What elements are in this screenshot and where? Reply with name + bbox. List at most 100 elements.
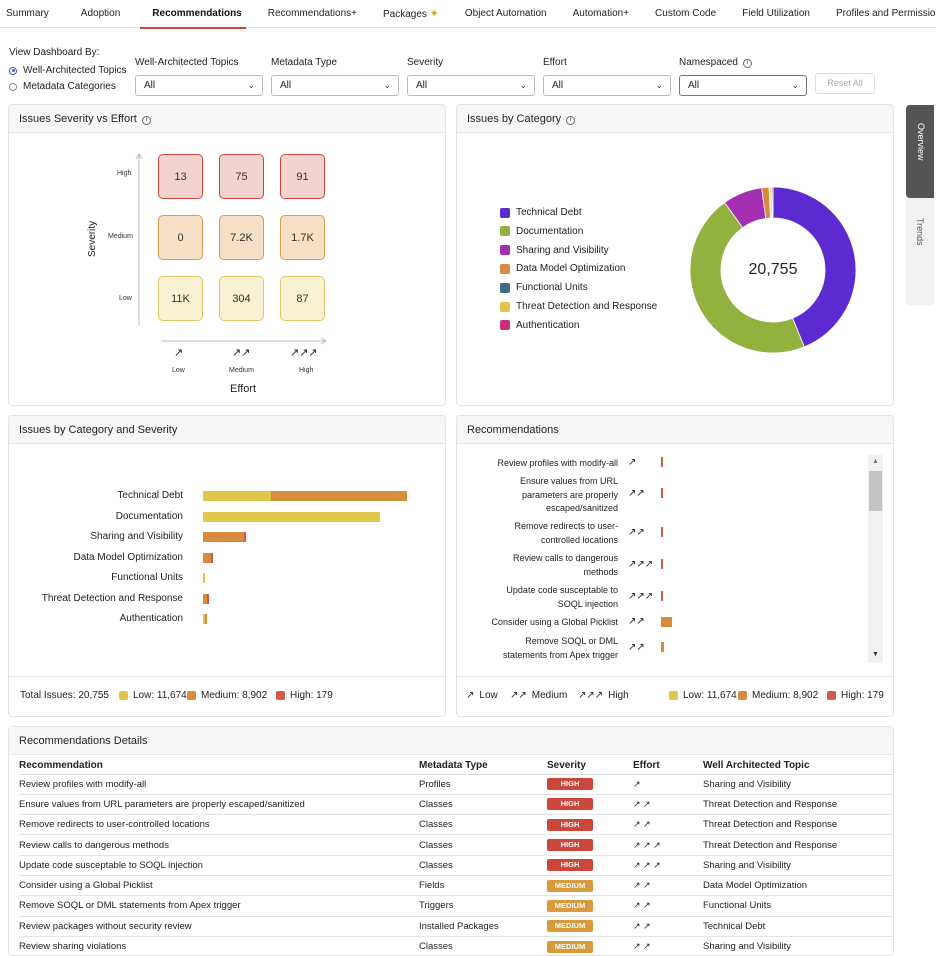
table-row[interactable]: Review packages without security review I… [19,916,893,937]
side-tab-trends[interactable]: Trends [906,200,934,300]
tab-recommendations-plus[interactable]: Recommendations+ [267,8,357,19]
table-row[interactable]: Remove redirects to user-controlled loca… [19,814,893,836]
recommendations-list[interactable]: Review profiles with modify-all Ensure v… [457,452,867,664]
table-row[interactable]: Ensure values from URL parameters are pr… [19,794,893,816]
col-label-medium: Medium [229,367,254,374]
scrollbar-thumb[interactable] [869,471,882,511]
tab-adoption[interactable]: Adoption [80,8,121,19]
table-row[interactable]: Consider using a Global Picklist Fields ME… [19,875,893,897]
col-header-topic[interactable]: Well Architected Topic [703,757,893,775]
bar-segment-high[interactable] [206,593,209,604]
namespaced-select[interactable]: All ⌄ [679,75,807,96]
tab-automation-plus[interactable]: Automation+ [572,8,630,19]
bar-segment-high[interactable] [243,532,246,542]
bar-segment-medium[interactable] [203,593,207,604]
rec-bar[interactable] [661,488,663,498]
tab-object-automation[interactable]: Object Automation [464,8,547,19]
info-icon[interactable]: i [742,59,752,68]
tab-custom-code[interactable]: Custom Code [655,8,717,19]
scroll-up-icon[interactable]: ▲ [872,458,879,465]
effort-filter-label: Effort [543,57,567,68]
tab-profiles-permission-sets[interactable]: Profiles and Permission Sets [836,8,936,19]
table-row[interactable]: Remove SOQL or DML statements from Apex … [19,895,893,917]
matrix-cell-low-high[interactable]: 87 [280,276,325,321]
total-issues: Total Issues: 20,755 [20,690,109,701]
tab-summary[interactable]: Summary [6,8,49,19]
info-icon[interactable]: i [141,116,151,125]
matrix-cell-medium-high[interactable]: 1.7K [280,215,325,260]
col-header-recommendation[interactable]: Recommendation [19,757,419,775]
category-legend-item[interactable]: Documentation [500,226,583,237]
donut-slice[interactable] [772,187,856,348]
bar-segment-low[interactable] [203,491,271,501]
rec-bar[interactable] [661,591,663,601]
rec-bar[interactable] [661,617,672,627]
severity-filter-label: Severity [407,57,444,68]
topics-select[interactable]: All ⌄ [135,75,263,96]
severity-select[interactable]: All ⌄ [407,75,535,96]
footer-divider [9,676,445,677]
category-legend-item[interactable]: Functional Units [500,282,588,293]
category-legend-item[interactable]: Threat Detection and Response [500,301,657,312]
matrix-cell-medium-medium[interactable]: 7.2K [219,215,264,260]
table-row[interactable]: Review profiles with modify-all Profiles H… [19,774,893,795]
rec-item-label[interactable]: Review calls to dangerous methods [512,553,618,577]
bar-segment-low[interactable] [203,511,380,522]
rec-bar[interactable] [661,642,664,652]
tab-field-utilization[interactable]: Field Utilization [742,8,810,19]
matrix-cell-high-high[interactable]: 91 [280,154,325,199]
donut-slice[interactable] [690,201,805,353]
rec-bar[interactable] [661,527,663,537]
radio-metadata-categories[interactable]: Metadata Categories [9,81,116,92]
col-header-severity[interactable]: Severity [547,757,633,775]
rec-item-label[interactable]: Remove redirects to user-controlled loca… [514,521,618,545]
bar-segment-medium[interactable] [203,552,212,563]
category-legend-item[interactable]: Data Model Optimization [500,263,626,274]
col-header-metadata-type[interactable]: Metadata Type [419,757,547,775]
matrix-cell-low-medium[interactable]: 304 [219,276,264,321]
matrix-cell-high-low[interactable]: 13 [158,154,203,199]
col-header-effort[interactable]: Effort [633,757,703,775]
bar-segment-medium[interactable] [270,491,407,501]
table-row[interactable]: Review calls to dangerous methods Classes… [19,834,893,856]
tab-recommendations[interactable]: Recommendations [132,0,253,29]
recommendations-header: Recommendations [457,416,893,444]
matrix-cell-low-low[interactable]: 11K [158,276,203,321]
rec-item-label[interactable]: Remove SOQL or DML statements from Apex … [502,636,618,660]
bar-segment-low[interactable] [203,573,205,583]
bar-segment-high[interactable] [211,552,214,563]
rec-bar[interactable] [661,457,663,467]
table-row[interactable]: Update code susceptable to SOQL injectio… [19,855,893,876]
bar-segment-medium[interactable] [205,614,207,624]
rec-item-label[interactable]: Consider using a Global Picklist [491,617,618,627]
donut-slice[interactable] [771,187,774,219]
recommendations-scrollbar[interactable]: ▲ ▼ [868,455,883,663]
bar-segment-medium[interactable] [203,532,244,542]
reset-all-button[interactable]: Reset All [815,73,875,94]
info-icon[interactable]: i [566,116,576,125]
namespaced-filter: Namespaced i All ⌄ [679,57,807,96]
matrix-cell-high-medium[interactable]: 75 [219,154,264,199]
category-legend-label: Threat Detection and Response [516,301,658,312]
effort-select-value: All [552,80,564,91]
rec-item-label[interactable]: Review profiles with modify-all [497,458,618,468]
scroll-down-icon[interactable]: ▼ [872,651,879,658]
rec-item-label[interactable]: Update code susceptable to SOQL injectio… [506,585,618,609]
side-tab-overview[interactable]: Overview [906,105,934,198]
rec-bar[interactable] [661,559,663,569]
metadata-select[interactable]: All ⌄ [271,75,399,96]
matrix-cell-medium-low[interactable]: 0 [158,215,203,260]
severity-badge: HIGH [547,778,593,791]
tab-packages[interactable]: Packages ✦ [369,0,451,28]
effort-select[interactable]: All ⌄ [543,75,671,96]
donut-chart[interactable] [690,187,856,353]
category-legend-item[interactable]: Sharing and Visibility [500,245,609,256]
cell-topic: Sharing and Visibility [703,936,893,955]
radio-well-architected[interactable]: Well-Architected Topics [9,65,127,76]
rec-item-label[interactable]: Ensure values from URL parameters are pr… [519,476,618,513]
bar-segment-low[interactable] [203,614,205,624]
category-legend-item[interactable]: Technical Debt [500,207,582,218]
table-row[interactable]: Review sharing violations Classes MEDIUM ↗ … [19,936,893,955]
category-legend-item[interactable]: Authentication [500,320,579,331]
radio-selected-icon [9,66,17,75]
